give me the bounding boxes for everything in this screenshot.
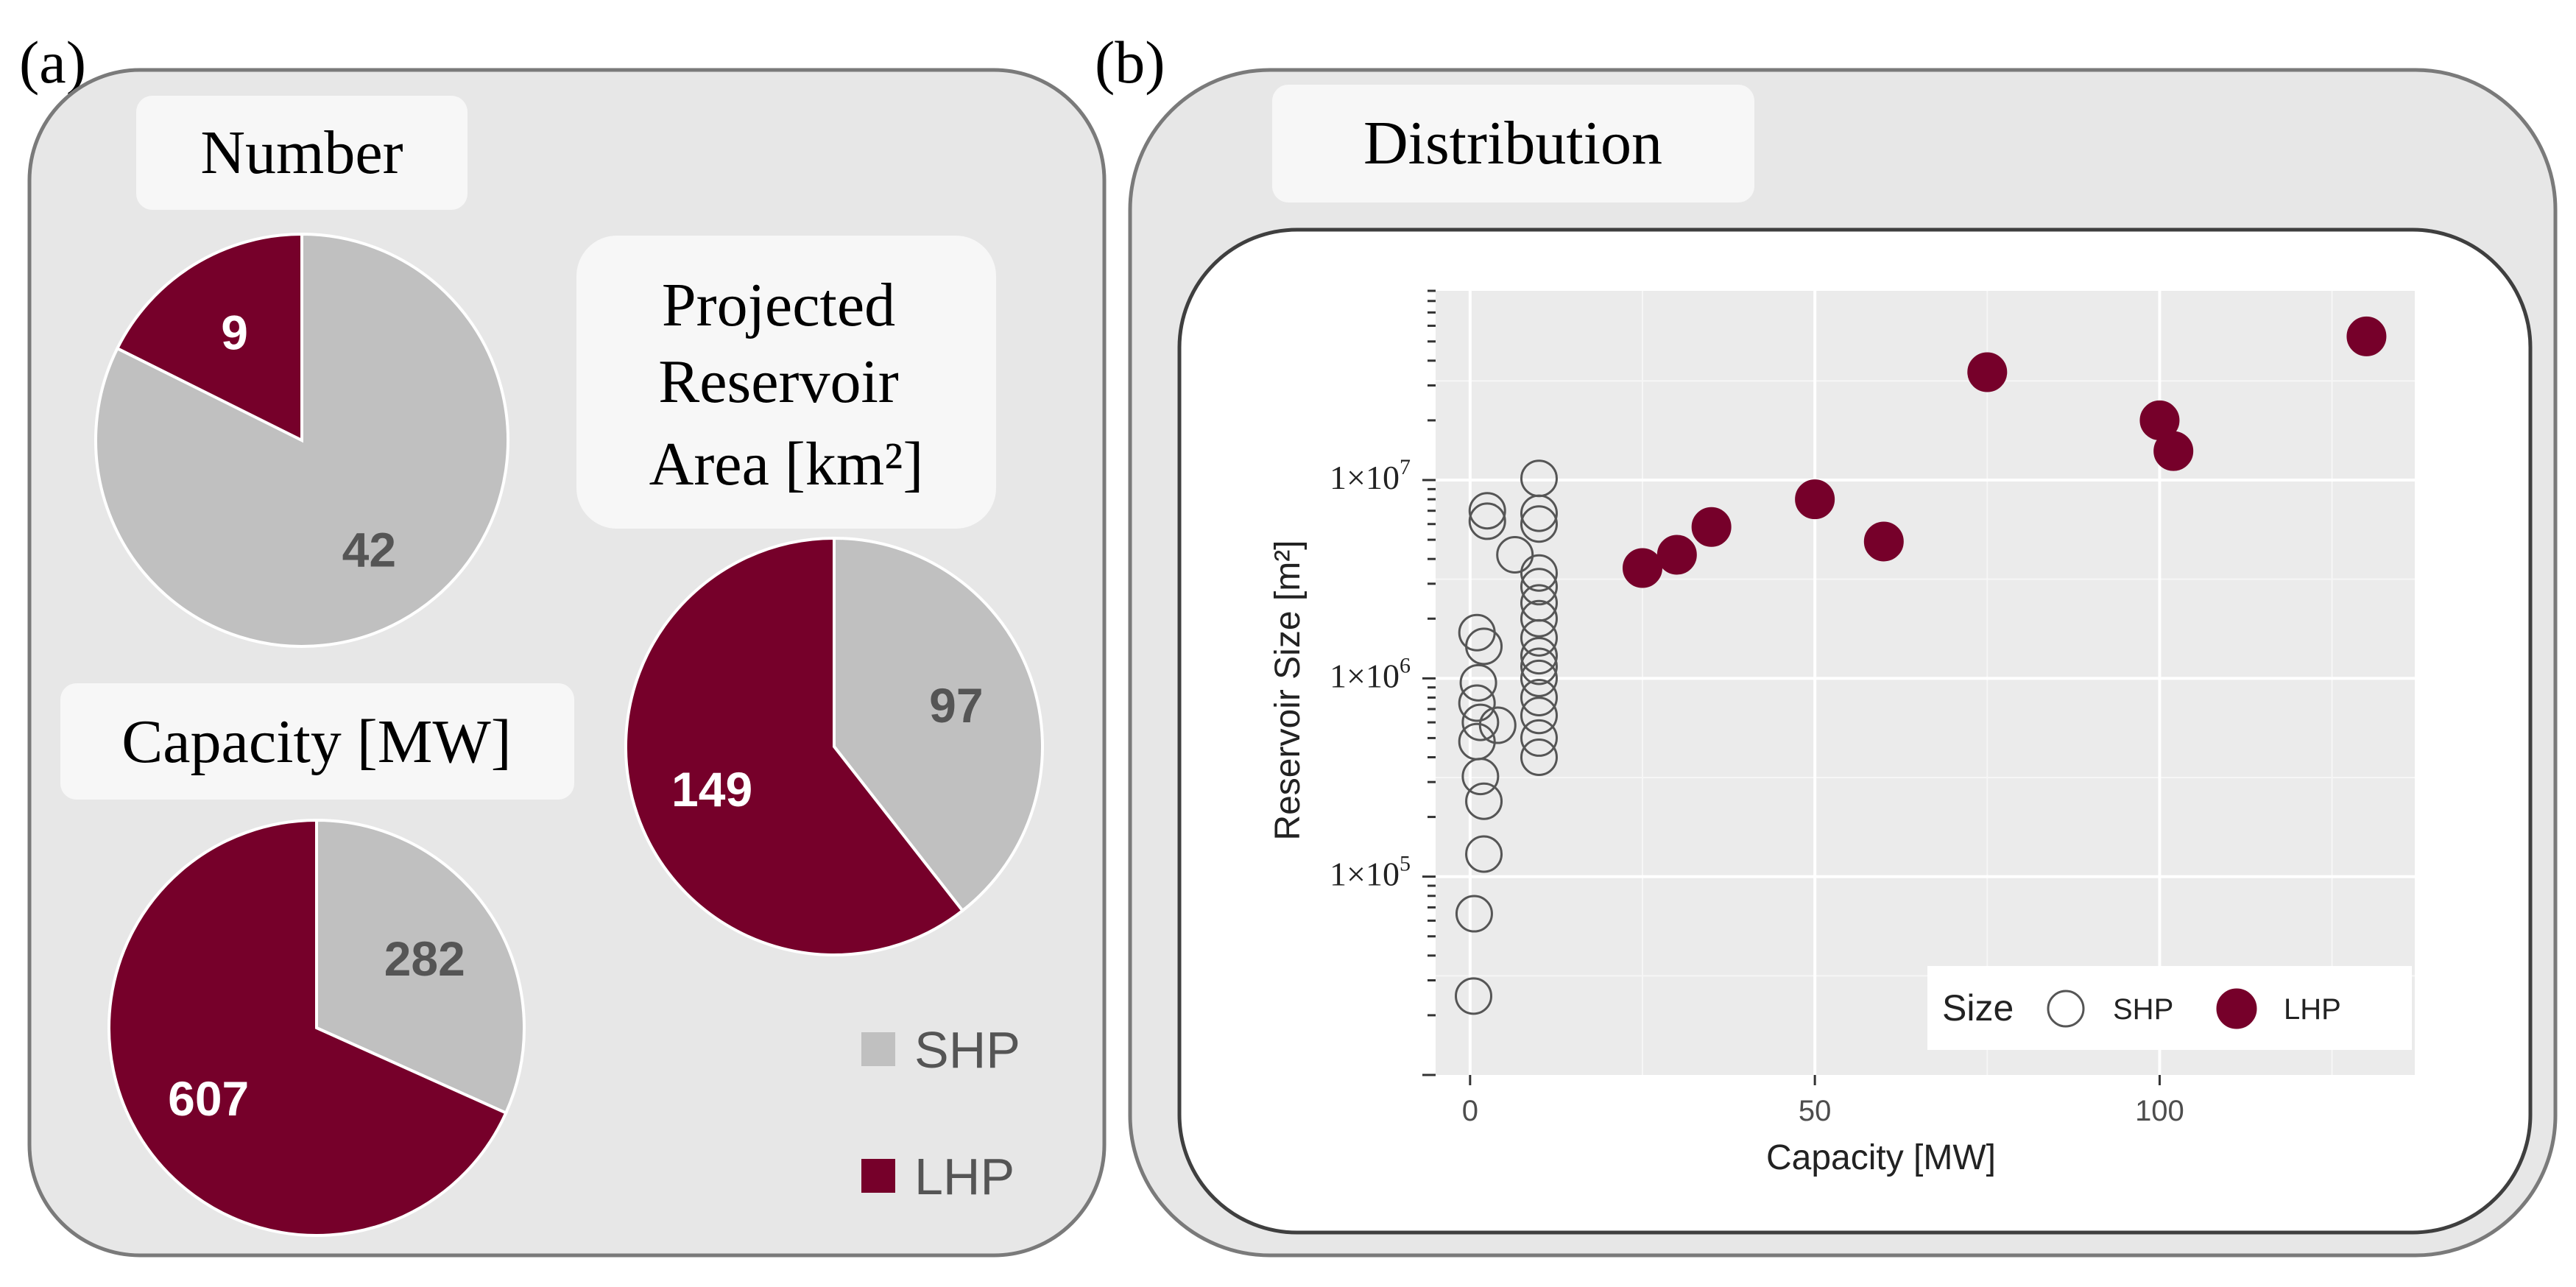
pie-chart-capacity: 282 607 [107,818,526,1237]
plot-panel [1436,291,2415,1075]
panel-label-a: (a) [19,29,86,96]
scatter-title-box [1272,85,1754,202]
legend-label-lhp: LHP [914,1148,1014,1205]
data-point-shp [1478,706,1517,744]
scatter-legend-key-lhp [2216,988,2257,1029]
pie-slice-label-lhp: 149 [671,762,752,817]
pie-slice-label-shp: 282 [384,931,465,986]
panel-label-b: (b) [1095,29,1165,96]
pie-slice-shp [315,818,526,1115]
data-point-shp [1458,684,1496,722]
scatter-legend [1927,966,2412,1050]
scatter-legend-label-lhp: LHP [2284,993,2341,1026]
pie-slice-label-shp: 97 [929,678,983,733]
x-tick-label: 0 [1462,1095,1478,1127]
data-point-lhp [1795,479,1835,520]
data-point-shp [1496,535,1534,574]
data-point-shp [1468,492,1506,530]
data-point-shp [1459,663,1497,702]
pie-capacity-title: Capacity [MW] [121,708,511,776]
data-point-shp [1461,703,1500,741]
data-point-shp [1458,613,1496,652]
pie-chart-reservoir-area: 97 149 [624,536,1044,956]
data-point-shp [1520,554,1558,592]
pie-area-title-box [576,236,996,529]
data-point-shp [1520,568,1558,606]
pie-slice-lhp [115,232,303,443]
scatter-legend-title: Size [1942,987,2014,1029]
pie-slice-label-lhp: 9 [221,305,248,359]
pie-chart-number: 42 9 [94,232,509,648]
data-point-lhp [1691,507,1732,547]
data-point-shp [1455,977,1493,1015]
data-point-shp [1520,647,1558,685]
pie-slice-lhp [624,536,965,956]
y-tick-label: 1×107 [1330,455,1411,496]
pie-slice-label-shp: 42 [342,523,396,577]
pie-number-title: Number [200,119,403,187]
scatter-title: Distribution [1363,109,1662,177]
legend-swatch-shp [861,1032,895,1066]
data-point-shp [1520,459,1558,498]
data-point-shp [1455,895,1493,933]
y-tick-label: 1×105 [1330,852,1411,893]
pie-area-title-line-2: Reservoir [658,348,899,416]
data-point-shp [1520,584,1558,622]
x-tick-label: 50 [1799,1095,1832,1127]
pie-slice-shp [833,536,1044,913]
data-point-shp [1465,835,1503,873]
scatter-plot: 0 50 100 1×105 1×106 1×107 Capacity [MW] Reserv… [1268,289,2415,1177]
data-point-lhp [1967,352,2008,392]
data-point-shp [1520,678,1558,716]
data-point-shp [1465,782,1503,820]
legend-label-shp: SHP [914,1021,1020,1079]
scatter-legend-key-shp [2047,990,2085,1028]
data-point-lhp [1863,521,1904,562]
data-point-shp [1520,719,1558,757]
legend-swatch-lhp [861,1159,895,1193]
pie-capacity-title-box [60,683,574,800]
data-point-lhp [2153,431,2194,471]
data-point-shp [1520,599,1558,638]
data-point-shp [1520,697,1558,735]
data-point-lhp [2346,316,2387,356]
y-axis-title: Reservoir Size [m²] [1268,540,1308,840]
y-tick-label: 1×106 [1330,653,1411,694]
data-point-shp [1520,659,1558,697]
data-point-shp [1520,637,1558,675]
pie-area-title: Projected Reservoir Area [km²] [649,271,924,498]
data-point-shp [1458,722,1496,761]
x-tick-label: 100 [2135,1095,2184,1127]
x-axis-title: Capacity [MW] [1766,1138,1996,1177]
pie-slice-lhp [107,818,508,1237]
pie-slice-label-lhp: 607 [168,1071,249,1126]
data-point-shp [1468,502,1506,540]
data-point-shp [1520,505,1558,543]
data-point-shp [1520,738,1558,777]
data-point-lhp [1622,548,1662,588]
pie-area-title-line-1: Projected [662,271,895,339]
scatter-legend-label-shp: SHP [2113,993,2173,1026]
pie-number-title-box [136,96,467,210]
pie-area-title-line-3: Area [km²] [649,430,924,498]
data-point-lhp [1656,535,1697,575]
